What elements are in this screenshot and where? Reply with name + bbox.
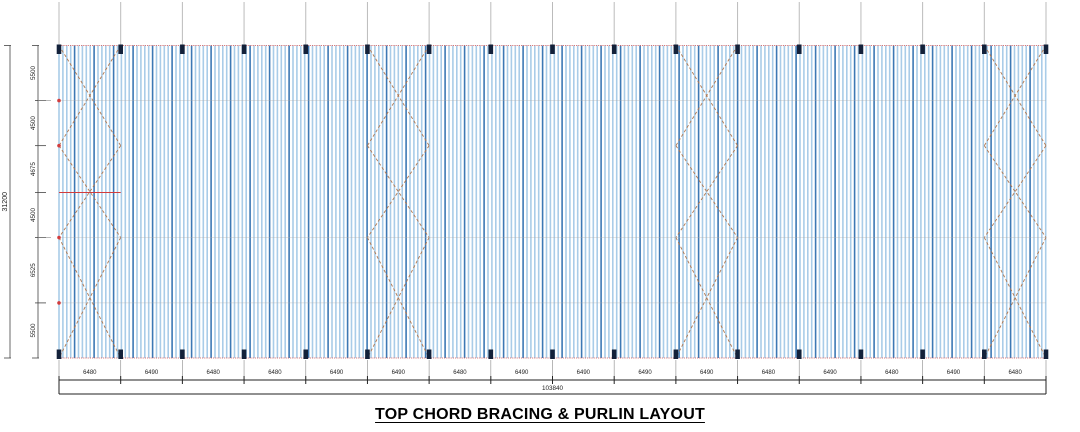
svg-text:6525: 6525 — [30, 263, 37, 278]
svg-text:6490: 6490 — [330, 370, 344, 376]
svg-text:4500: 4500 — [30, 116, 37, 131]
svg-text:6490: 6490 — [515, 370, 529, 376]
svg-text:6490: 6490 — [700, 370, 714, 376]
svg-text:6490: 6490 — [947, 370, 961, 376]
svg-text:6480: 6480 — [83, 370, 97, 376]
svg-text:6490: 6490 — [577, 370, 591, 376]
svg-text:5500: 5500 — [30, 66, 37, 81]
svg-text:6480: 6480 — [885, 370, 899, 376]
svg-text:4500: 4500 — [30, 208, 37, 223]
svg-text:6480: 6480 — [207, 370, 221, 376]
svg-text:6480: 6480 — [1008, 370, 1022, 376]
svg-text:4675: 4675 — [30, 162, 37, 177]
svg-text:6480: 6480 — [453, 370, 467, 376]
svg-text:6490: 6490 — [392, 370, 406, 376]
svg-text:6490: 6490 — [638, 370, 652, 376]
svg-text:103840: 103840 — [542, 385, 564, 392]
svg-text:6480: 6480 — [762, 370, 776, 376]
svg-text:31200: 31200 — [2, 192, 9, 212]
svg-text:6490: 6490 — [145, 370, 159, 376]
svg-text:6480: 6480 — [268, 370, 282, 376]
svg-text:6490: 6490 — [823, 370, 837, 376]
svg-text:5500: 5500 — [30, 323, 37, 338]
